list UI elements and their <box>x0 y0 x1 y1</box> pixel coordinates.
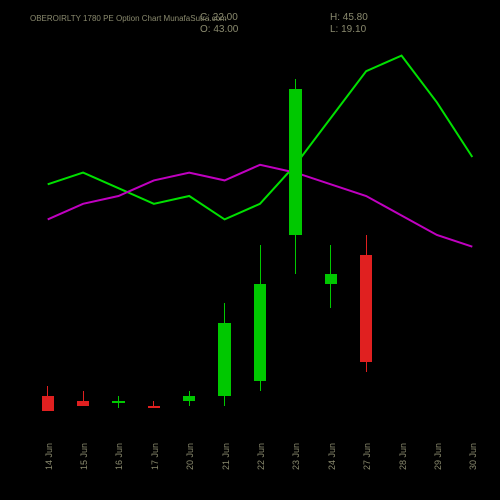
x-axis-label: 16 Jun <box>114 443 124 470</box>
chart-root: OBEROIRLTY 1780 PE Option Chart MunafaSu… <box>0 0 500 500</box>
x-axis-label: 15 Jun <box>79 443 89 470</box>
x-axis-label: 30 Jun <box>468 443 478 470</box>
x-axis-label: 27 Jun <box>362 443 372 470</box>
x-axis-label: 29 Jun <box>433 443 443 470</box>
ohlc-h: H: 45.80 <box>330 12 368 23</box>
candle-body <box>218 323 230 396</box>
overlay-line <box>48 165 473 247</box>
candle-body <box>360 255 372 362</box>
candle-body <box>289 89 301 235</box>
x-axis-label: 23 Jun <box>291 443 301 470</box>
ohlc-h-value: 45.80 <box>343 12 368 23</box>
candle-body <box>325 274 337 284</box>
plot-area <box>30 40 490 430</box>
candle-body <box>148 406 160 408</box>
candle-body <box>254 284 266 382</box>
ohlc-o: O: 43.00 <box>200 24 238 35</box>
x-axis-label: 21 Jun <box>221 443 231 470</box>
overlay-line <box>48 56 473 220</box>
x-axis-label: 24 Jun <box>327 443 337 470</box>
x-axis-label: 22 Jun <box>256 443 266 470</box>
candle-body <box>183 396 195 401</box>
x-axis-label: 14 Jun <box>44 443 54 470</box>
candle-body <box>112 401 124 403</box>
candle-body <box>77 401 89 406</box>
ohlc-o-value: 43.00 <box>213 24 238 35</box>
candle-body <box>42 396 54 411</box>
x-axis-label: 20 Jun <box>185 443 195 470</box>
chart-title: OBEROIRLTY 1780 PE Option Chart MunafaSu… <box>30 14 227 23</box>
ohlc-l-value: 19.10 <box>341 24 366 35</box>
x-axis-label: 17 Jun <box>150 443 160 470</box>
x-axis-label: 28 Jun <box>398 443 408 470</box>
ohlc-l: L: 19.10 <box>330 24 366 35</box>
ohlc-c-value: 22.00 <box>213 12 238 23</box>
ohlc-c: C: 22.00 <box>200 12 238 23</box>
